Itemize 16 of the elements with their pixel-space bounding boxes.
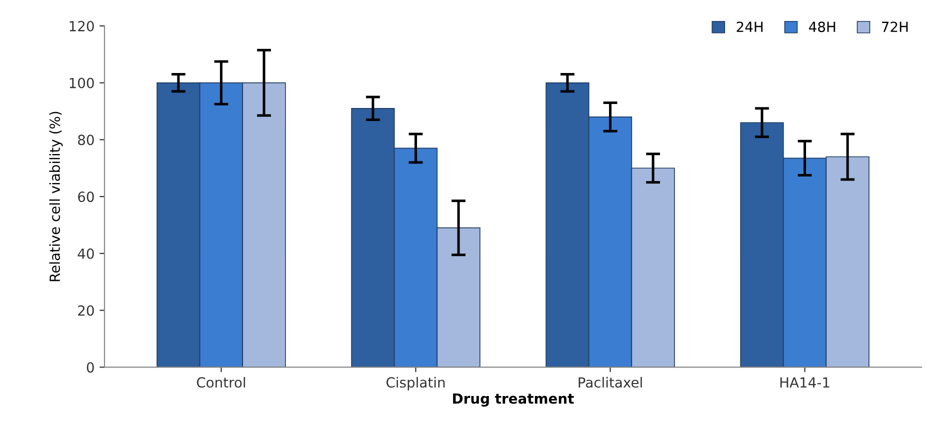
y-tick-label: 120	[70, 20, 94, 32]
legend-label: 24H	[736, 22, 763, 32]
x-tick-label: HA14-1	[780, 377, 830, 388]
x-tick-label: Paclitaxel	[578, 376, 642, 388]
y-tick-label: 40	[78, 248, 94, 259]
y-tick-label: 80	[78, 134, 94, 146]
y-tick-label: 60	[78, 192, 94, 202]
y-tick-label: 100	[70, 78, 94, 88]
x-tick-label: Cisplatin	[386, 376, 445, 390]
x-axis-title: Drug treatment	[453, 393, 574, 407]
legend-label: 72H	[882, 22, 908, 32]
y-tick-label: 20	[78, 305, 94, 316]
y-axis-title: Relative cell viability (%)	[49, 112, 63, 282]
y-tick-label: 0	[86, 362, 94, 373]
x-tick-label: Control	[196, 376, 246, 388]
legend-label: 48H	[809, 22, 836, 32]
